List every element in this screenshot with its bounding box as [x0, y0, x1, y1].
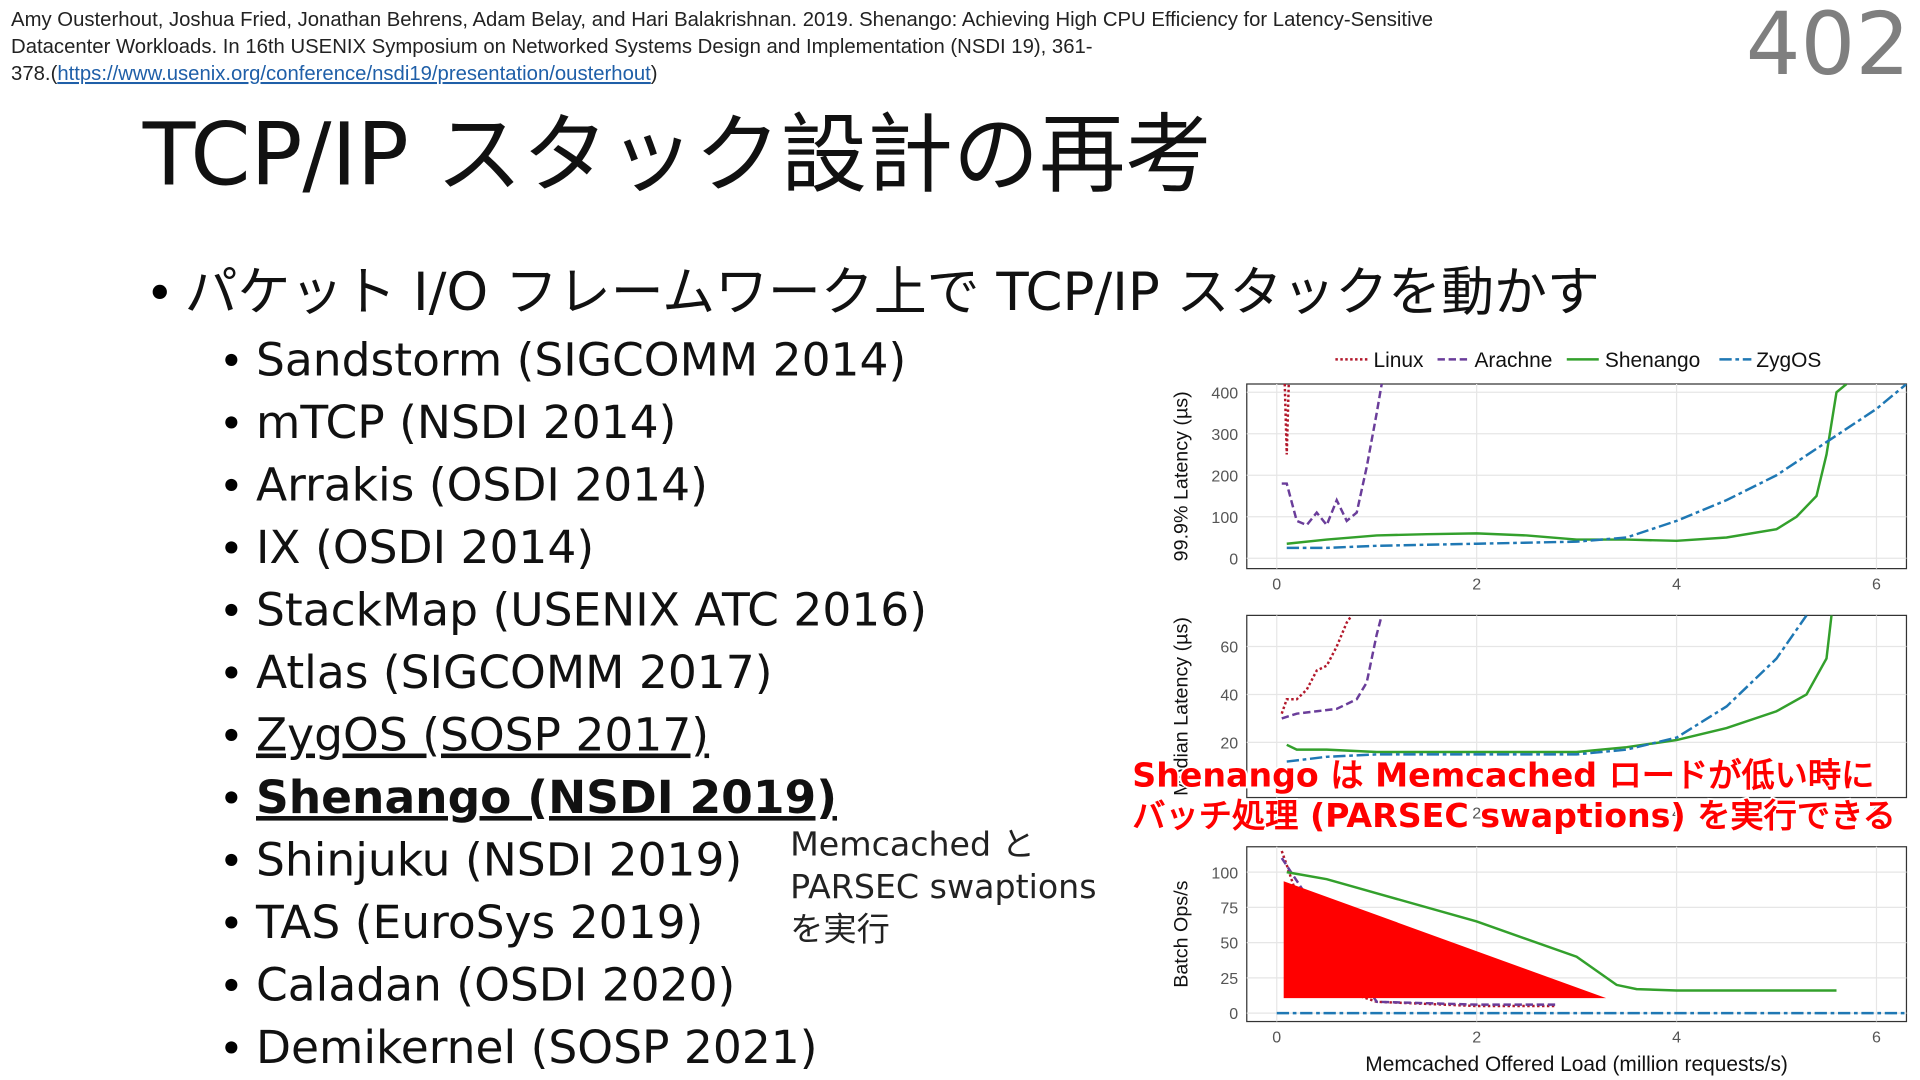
- citation-prefix: 378.(: [11, 63, 58, 85]
- series-line: [1286, 615, 1833, 754]
- sub-bullet-marker: •: [219, 336, 244, 385]
- series-line: [1286, 384, 1848, 545]
- sub-bullet-marker: •: [219, 524, 244, 573]
- sub-bullet-marker: •: [219, 586, 244, 635]
- sub-bullet-marker: •: [219, 774, 244, 823]
- series-group: [1281, 384, 1907, 550]
- x-tick-label: 0: [1272, 805, 1281, 822]
- sub-bullet: Sandstorm (SIGCOMM 2014): [256, 333, 906, 386]
- sub-bullet-marker: •: [219, 962, 244, 1011]
- note-line: Memcached と: [790, 824, 1035, 863]
- series-line: [1286, 870, 1837, 992]
- note-line: PARSEC swaptions: [790, 867, 1096, 906]
- x-tick-label: 4: [1672, 577, 1681, 594]
- series-line: [1286, 384, 1907, 550]
- y-tick-label: 200: [1211, 468, 1238, 485]
- page-number: 402: [1746, 0, 1910, 95]
- legend-label: ZygOS: [1756, 349, 1821, 372]
- y-axis-title: Batch Ops/s: [1171, 880, 1193, 987]
- plot-area: [1246, 614, 1908, 799]
- y-tick-label: 20: [1220, 736, 1238, 753]
- legend-label: Arachne: [1474, 349, 1552, 372]
- citation-line: 378.(https://www.usenix.org/conference/n…: [11, 63, 658, 85]
- citation-line: Datacenter Workloads. In 16th USENIX Sym…: [11, 36, 1092, 58]
- sub-bullet: Caladan (OSDI 2020): [256, 959, 735, 1012]
- y-tick-label: 60: [1220, 640, 1238, 657]
- series-line: [1281, 615, 1383, 720]
- bullet: パケット I/O フレームワーク上で TCP/IP スタックを動かす: [185, 262, 1600, 323]
- y-axis-title: 99.9% Latency (µs): [1171, 391, 1193, 561]
- series-line: [1281, 384, 1383, 528]
- annotation: バッチ処理 (PARSEC swaptions) を実行できる: [1132, 796, 1896, 835]
- sub-bullet-marker: •: [219, 399, 244, 448]
- annotation: Shenango は Memcached ロードが低い時に: [1132, 755, 1874, 794]
- y-tick-label: 400: [1211, 385, 1238, 402]
- x-tick-label: 0: [1272, 1029, 1281, 1046]
- legend-label: Linux: [1374, 349, 1425, 372]
- sub-bullet-marker: •: [219, 1024, 244, 1073]
- bullet-marker: •: [145, 264, 174, 322]
- highlight: [1283, 881, 1607, 999]
- y-tick-label: 40: [1220, 688, 1238, 705]
- y-tick-label: 100: [1211, 510, 1238, 527]
- x-tick-label: 4: [1672, 1029, 1681, 1046]
- x-tick-label: 6: [1872, 1029, 1881, 1046]
- citation-link[interactable]: https://www.usenix.org/conference/nsdi19…: [57, 63, 651, 85]
- sub-bullet: IX (OSDI 2014): [256, 521, 594, 574]
- sub-bullet-marker: •: [219, 837, 244, 886]
- x-tick-label: 0: [1272, 577, 1281, 594]
- sub-bullet: Arrakis (OSDI 2014): [256, 458, 708, 511]
- sub-bullet: Atlas (SIGCOMM 2017): [256, 646, 772, 699]
- note-line: を実行: [790, 909, 890, 948]
- x-tick-label: 2: [1472, 1029, 1481, 1046]
- x-tick-label: 6: [1872, 577, 1881, 594]
- slide-title: TCP/IP スタック設計の再考: [142, 106, 1212, 206]
- citation-line: Amy Ousterhout, Joshua Fried, Jonathan B…: [11, 9, 1433, 31]
- y-tick-label: 300: [1211, 427, 1238, 444]
- legend-label: Shenango: [1605, 349, 1700, 372]
- sub-bullet: Shenango (NSDI 2019): [256, 771, 837, 824]
- sub-bullet: mTCP (NSDI 2014): [256, 396, 676, 449]
- series-line: [1280, 857, 1557, 1006]
- y-tick-label: 75: [1220, 901, 1238, 918]
- sub-bullet: Shinjuku (NSDI 2019): [256, 834, 742, 887]
- y-tick-label: 100: [1211, 865, 1238, 882]
- x-axis-title: Memcached Offered Load (million requests…: [1365, 1053, 1788, 1076]
- series-line: [1280, 615, 1353, 715]
- series-group: [1280, 615, 1833, 763]
- y-tick-label: 50: [1220, 936, 1238, 953]
- sub-bullet-marker: •: [219, 461, 244, 510]
- sub-bullet-marker: •: [219, 899, 244, 948]
- sub-bullet: Demikernel (SOSP 2021): [256, 1021, 818, 1074]
- y-tick-label: 25: [1220, 971, 1238, 988]
- y-tick-label: 0: [1229, 551, 1238, 568]
- citation-suffix: ): [651, 63, 658, 85]
- sub-bullet: ZygOS (SOSP 2017): [256, 709, 709, 762]
- y-axis-title: Median Latency (µs): [1171, 617, 1193, 796]
- sub-bullet: TAS (EuroSys 2019): [255, 896, 703, 949]
- x-tick-label: 2: [1472, 805, 1481, 822]
- x-tick-label: 4: [1672, 805, 1681, 822]
- sub-bullet-marker: •: [219, 649, 244, 698]
- series-line: [1283, 384, 1290, 455]
- series-line: [1286, 615, 1808, 763]
- x-tick-label: 2: [1472, 577, 1481, 594]
- sub-bullet-marker: •: [219, 712, 244, 761]
- y-tick-label: 0: [1229, 1006, 1238, 1023]
- x-tick-label: 6: [1872, 805, 1881, 822]
- sub-bullet: StackMap (USENIX ATC 2016): [256, 583, 927, 636]
